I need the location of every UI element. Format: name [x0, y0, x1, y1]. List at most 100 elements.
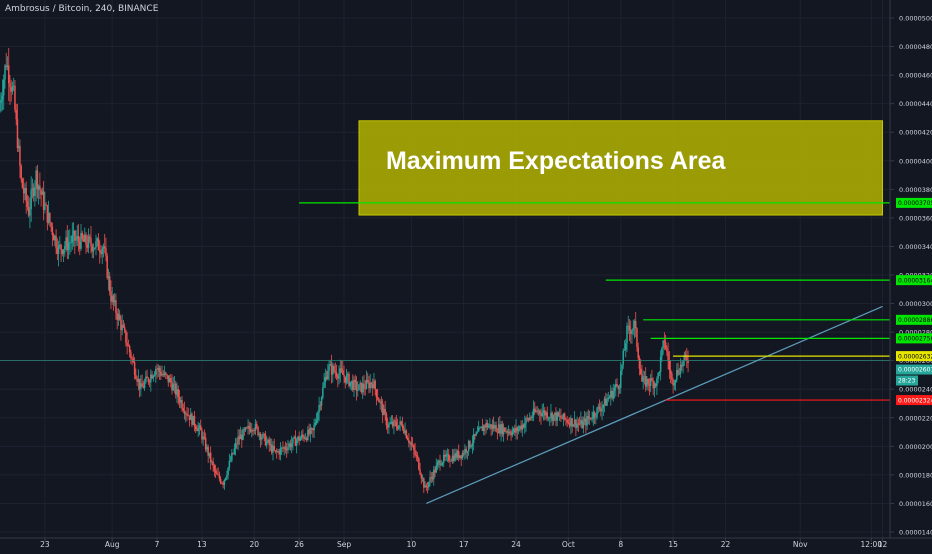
candle-body [136, 378, 138, 382]
candle-body [413, 445, 415, 451]
candle-body [143, 382, 146, 388]
candle-body [280, 447, 283, 449]
candle-body [360, 382, 363, 393]
candle-body [602, 404, 605, 408]
candle-body [285, 449, 288, 451]
candles[interactable] [0, 48, 689, 494]
candle-body [516, 427, 519, 432]
candle-body [386, 425, 389, 428]
candle-body [223, 479, 226, 485]
y-tick-label: 0.00002600 [899, 357, 932, 365]
trend-line[interactable] [426, 305, 883, 505]
candle-body [177, 389, 179, 398]
candle-body [591, 418, 593, 420]
candle-body [416, 455, 419, 459]
candle-body [25, 187, 27, 202]
candle-body [103, 246, 106, 249]
candle-body [176, 389, 178, 395]
candle-body [277, 451, 279, 453]
candle-body [560, 415, 562, 419]
candle-body [485, 423, 487, 428]
candle-body [469, 440, 471, 448]
candle-body [669, 369, 672, 374]
candle-body [77, 236, 80, 242]
candle-body [29, 209, 31, 216]
candle-body [659, 356, 662, 372]
candle-body [470, 445, 472, 448]
candle-body [214, 470, 217, 473]
candle-body [107, 276, 110, 279]
candle-body [333, 366, 335, 372]
candle-body [234, 443, 237, 449]
candle-body [40, 190, 42, 195]
drawing-lines[interactable] [0, 202, 890, 505]
maximum-expectations-zone[interactable] [358, 120, 884, 216]
candle-body [11, 86, 14, 92]
candle-body [657, 373, 659, 379]
candle-body [396, 426, 399, 429]
candle-body [15, 109, 17, 120]
candle-body [345, 375, 348, 383]
candle-body [443, 454, 445, 463]
candle-body [450, 460, 452, 462]
candle-body [666, 347, 668, 352]
candle-body [577, 423, 580, 425]
candle-body [430, 477, 433, 479]
candle-body [17, 145, 20, 149]
candle-body [411, 444, 414, 446]
grid [0, 0, 890, 538]
candle-body [332, 366, 334, 375]
candle-body [105, 248, 107, 256]
candle-body [152, 375, 155, 379]
candle-body [37, 185, 40, 190]
y-tick-label: 0.00003800 [899, 186, 932, 194]
candle-body [44, 204, 46, 211]
candle-body [241, 434, 243, 440]
candle-body [581, 419, 583, 429]
candle-body [233, 448, 236, 454]
candle-body [93, 247, 96, 249]
candle-body [464, 448, 466, 455]
candle-body [231, 453, 233, 461]
candle-body [184, 413, 187, 415]
candle-body [186, 413, 188, 416]
candle-body [519, 426, 521, 429]
candle-body [486, 423, 489, 428]
level-badge-text: 0.00003705 [898, 200, 932, 207]
y-tick-label: 0.00002800 [899, 329, 932, 337]
candle-body [562, 413, 565, 420]
candle-body [65, 237, 67, 247]
candle-body [352, 380, 354, 390]
candle-body [171, 382, 173, 391]
candle-body [378, 399, 380, 403]
candle-body [322, 387, 324, 398]
candle-body [269, 444, 272, 446]
candle-body [587, 416, 590, 419]
candle-body [364, 388, 366, 389]
candle-body [465, 448, 467, 453]
candle-body [41, 191, 44, 195]
candle-body [138, 378, 141, 390]
candle-body [642, 376, 644, 382]
candle-body [57, 245, 60, 254]
candle-body [504, 427, 506, 432]
candle-body [283, 447, 285, 449]
candle-body [121, 324, 123, 331]
candle-body [368, 381, 370, 389]
candle-body [284, 447, 287, 450]
candle-body [135, 374, 137, 379]
candle-body [393, 420, 395, 427]
candle-body [193, 415, 196, 427]
candle-body [54, 235, 56, 241]
candle-body [643, 376, 646, 377]
zone-layer: Maximum Expectations Area [358, 120, 884, 216]
candle-body [318, 405, 320, 413]
candle-body [161, 374, 163, 376]
candle-body [224, 477, 227, 480]
candle-body [69, 242, 71, 244]
candle-body [61, 250, 64, 254]
candle-body [529, 417, 531, 420]
